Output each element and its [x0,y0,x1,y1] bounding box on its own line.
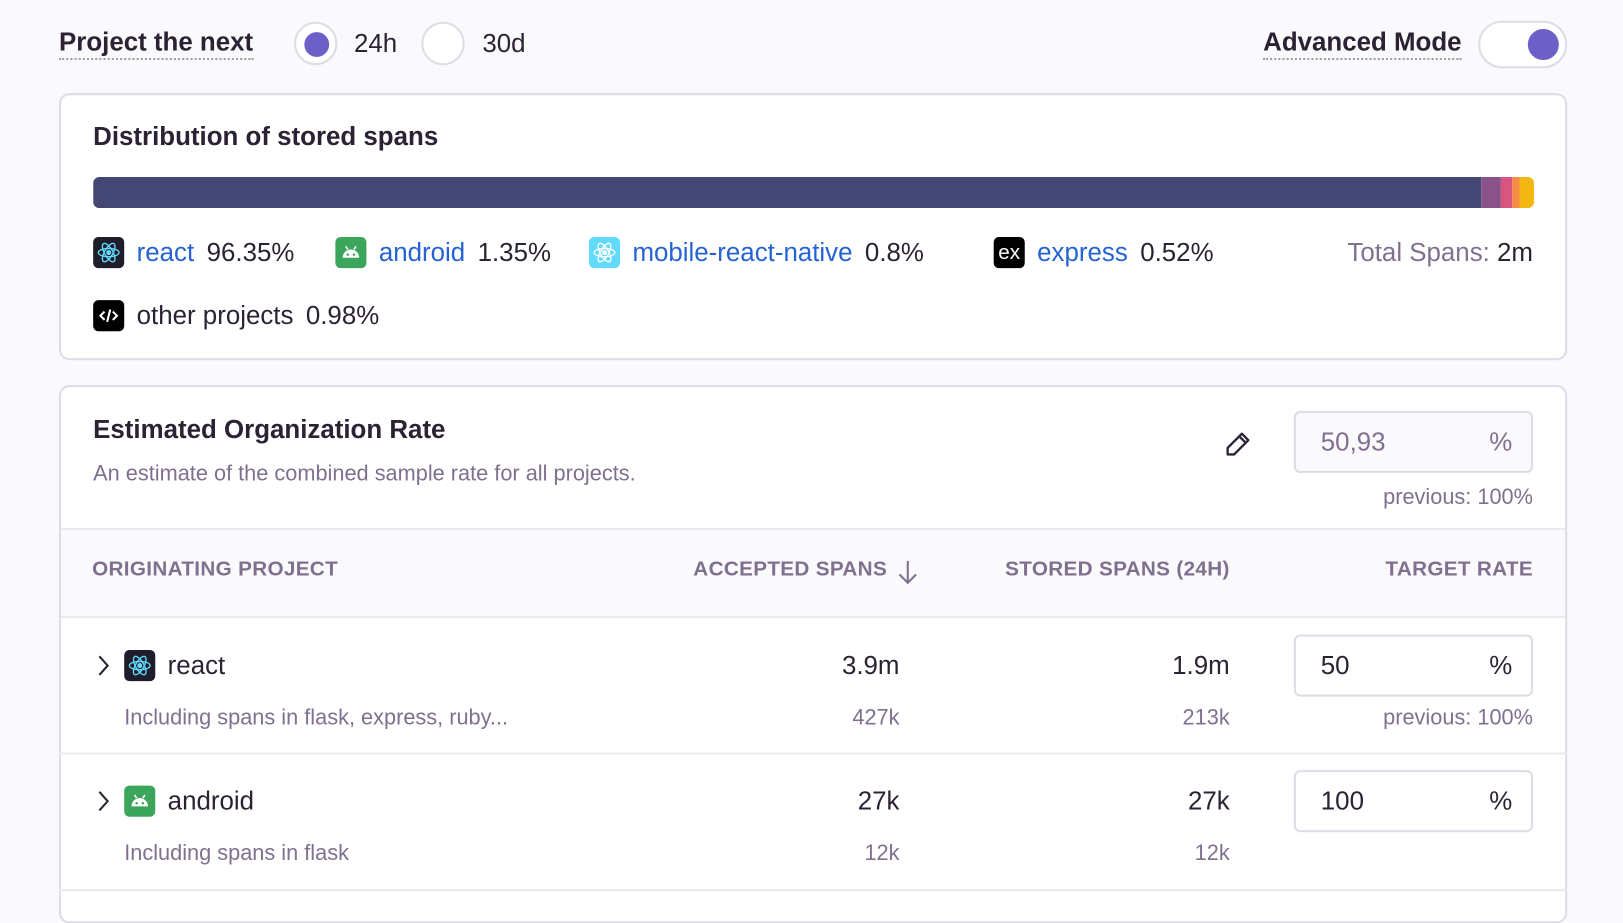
stored-spans-sub: 213k [1182,705,1230,730]
legend-percent: 96.35% [206,237,295,267]
project-name[interactable]: android [167,786,255,816]
advanced-mode-label: Advanced Mode [1263,27,1462,61]
legend-item[interactable]: ex express 0.52% [993,237,1214,269]
org-rate-unit: % [1489,427,1513,457]
total-spans-label: Total Spans: [1347,238,1490,268]
accepted-spans-sub: 427k [852,705,900,730]
row-divider [59,752,1568,755]
react-icon [93,237,125,269]
expand-chevron-icon[interactable] [93,652,114,684]
stored-spans: 1.9m [1172,651,1230,681]
legend-percent: 0.8% [864,237,924,267]
row-divider [59,889,1568,892]
org-rate-description: An estimate of the combined sample rate … [93,461,636,486]
org-rate-previous: previous: 100% [1383,485,1533,510]
bar-segment-express[interactable] [1512,177,1520,209]
legend-item[interactable]: android 1.35% [335,237,551,269]
expand-chevron-icon[interactable] [93,788,114,820]
legend-item: other projects 0.98% [93,300,380,332]
bar-segment-react[interactable] [93,177,1482,209]
radio-24h-label[interactable]: 24h [354,28,398,58]
radio-30d[interactable] [421,21,465,66]
sort-arrow-down-icon[interactable] [896,559,919,591]
react-icon [124,650,156,682]
target-rate-unit: % [1489,651,1513,681]
distribution-card: Distribution of stored spans Total Spans… [59,93,1568,361]
total-spans: Total Spans: 2m [1347,237,1533,268]
target-rate-input[interactable]: 50 % [1293,634,1533,697]
bar-segment-other-projects[interactable] [1519,177,1534,209]
project-the-next-label: Project the next [59,27,254,61]
target-rate-value: 50 [1320,651,1350,681]
stored-spans: 27k [1187,786,1230,816]
distribution-title: Distribution of stored spans [93,122,439,152]
accepted-spans-sub: 12k [864,841,900,866]
android-icon [124,785,156,817]
legend-percent: 0.52% [1140,237,1214,267]
react-native-icon [588,237,621,269]
radio-24h[interactable] [293,21,338,66]
target-rate-input[interactable]: 100 % [1293,770,1533,833]
legend-item[interactable]: mobile-react-native 0.8% [588,237,924,269]
express-icon: ex [993,237,1025,269]
legend-percent: 0.98% [305,300,380,330]
col-stored-spans[interactable]: STORED SPANS (24H) [1005,557,1230,581]
bar-segment-android[interactable] [1481,177,1501,209]
target-rate-value: 100 [1320,786,1364,816]
bar-segment-mobile-react-native[interactable] [1500,177,1513,209]
rates-card: Estimated Organization Rate An estimate … [59,385,1568,923]
distribution-bar [93,177,1534,209]
target-rate-previous: previous: 100% [1383,705,1533,730]
col-target-rate[interactable]: TARGET RATE [1385,557,1533,581]
advanced-mode-toggle[interactable] [1478,20,1568,69]
pencil-edit-icon[interactable] [1222,429,1253,465]
legend-project-name[interactable]: mobile-react-native [632,237,853,267]
android-icon [335,237,367,269]
legend-project-name[interactable]: react [136,237,195,267]
org-rate-value: 50,93 [1320,427,1386,457]
col-originating-project[interactable]: ORIGINATING PROJECT [92,557,339,581]
legend-project-name[interactable]: express [1037,237,1128,267]
legend-percent: 1.35% [477,237,551,267]
project-subtitle: Including spans in flask, express, ruby.… [124,705,509,730]
legend-project-name[interactable]: android [378,237,466,267]
stored-spans-sub: 12k [1194,841,1230,866]
col-accepted-spans[interactable]: ACCEPTED SPANS [693,557,888,581]
radio-30d-label[interactable]: 30d [482,28,526,58]
legend-item[interactable]: react 96.35% [93,237,295,269]
project-name[interactable]: react [167,651,226,681]
project-subtitle: Including spans in flask [124,841,349,866]
target-rate-unit: % [1489,786,1513,816]
accepted-spans: 27k [857,786,900,816]
code-icon [93,300,125,332]
toggle-knob [1527,28,1559,61]
org-rate-input[interactable]: 50,93 % [1293,410,1533,474]
table-header [61,527,1566,618]
org-rate-title: Estimated Organization Rate [93,415,446,445]
legend-project-name: other projects [136,300,294,330]
total-spans-value: 2m [1497,238,1533,268]
accepted-spans: 3.9m [841,651,900,681]
